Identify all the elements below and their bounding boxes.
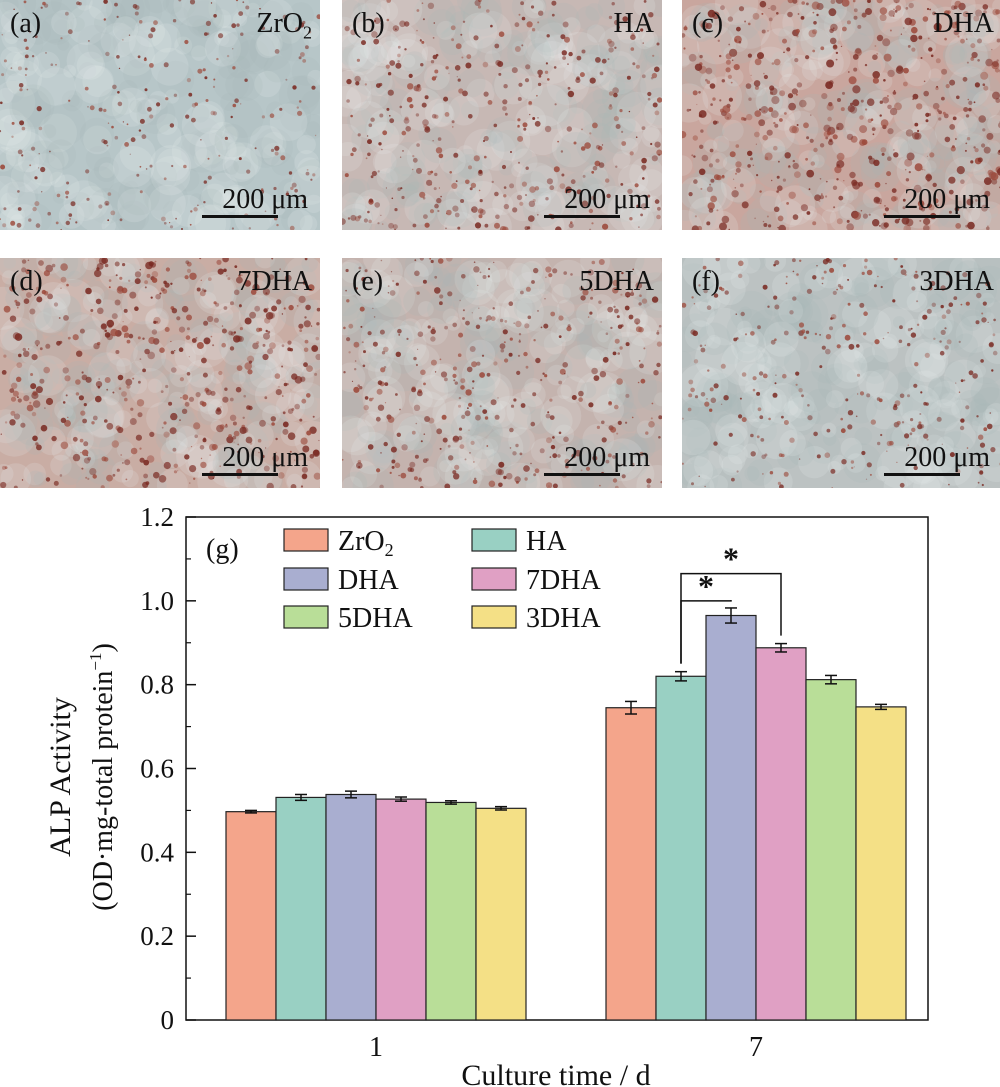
alp-activity-bar-chart: 0 0.2 0.4 0.6 0.8 1.0 1.2 1 7 ** ZrO2 HA DHA 7DHA 5D… bbox=[44, 502, 929, 1087]
panel-label-g: (g) bbox=[206, 534, 239, 565]
scale-bar-label: 200 μm bbox=[222, 184, 308, 215]
significance-bracket bbox=[680, 572, 782, 664]
bar bbox=[425, 801, 477, 1021]
y-tick-label: 0.6 bbox=[140, 754, 174, 784]
micrograph-label: (d) bbox=[10, 266, 43, 297]
legend-label: HA bbox=[526, 526, 567, 557]
y-axis-label-line1: ALP Activity bbox=[44, 697, 77, 857]
micrograph-sample-name: 5DHA bbox=[579, 266, 654, 297]
scale-bar-label: 200 μm bbox=[904, 442, 990, 473]
legend-label: 5DHA bbox=[338, 603, 413, 634]
legend-swatch bbox=[471, 605, 517, 629]
micrograph-label: (a) bbox=[10, 8, 42, 39]
scale-bar-label: 200 μm bbox=[564, 184, 650, 215]
stain-texture bbox=[342, 258, 662, 488]
legend-label-subscript: 2 bbox=[385, 540, 394, 560]
scale-bar-label: 200 μm bbox=[904, 184, 990, 215]
micrograph-panel: (b) HA 200 μm bbox=[342, 0, 662, 230]
micrograph-panel: (e) 5DHA 200 μm bbox=[342, 258, 662, 488]
bar bbox=[705, 614, 757, 1021]
micrograph-sample-name: HA bbox=[613, 8, 654, 39]
micrograph-sample-name: 7DHA bbox=[237, 266, 312, 297]
scale-bar bbox=[202, 473, 278, 476]
y-tick-label: 0 bbox=[161, 1005, 175, 1035]
bar bbox=[605, 707, 657, 1021]
stain-texture bbox=[0, 0, 320, 230]
x-tick-label: 1 bbox=[369, 1032, 383, 1063]
legend-label: 7DHA bbox=[526, 565, 601, 596]
x-tick-label: 7 bbox=[749, 1032, 763, 1063]
micrograph-panel: (d) 7DHA 200 μm bbox=[0, 258, 320, 488]
scale-bar bbox=[884, 215, 960, 218]
legend-label: ZrO2 bbox=[338, 526, 394, 560]
bar bbox=[755, 647, 807, 1021]
legend-label: 3DHA bbox=[526, 603, 601, 634]
stain-texture bbox=[682, 258, 1000, 488]
scale-bar bbox=[544, 215, 620, 218]
scale-bar-label: 200 μm bbox=[222, 442, 308, 473]
bar bbox=[225, 811, 277, 1021]
stain-texture bbox=[682, 0, 1000, 230]
legend-swatch bbox=[283, 605, 329, 629]
micrograph-sample-name: 3DHA bbox=[919, 266, 994, 297]
micrograph-panel: (c) DHA 200 μm bbox=[682, 0, 1000, 230]
micrograph-panel: (a) ZrO2 200 μm bbox=[0, 0, 320, 230]
micrograph-panel: (f) 3DHA 200 μm bbox=[682, 258, 1000, 488]
legend-swatch bbox=[471, 567, 517, 591]
bar bbox=[325, 793, 377, 1021]
stain-texture bbox=[342, 0, 662, 230]
scale-bar bbox=[884, 473, 960, 476]
micrograph-label: (f) bbox=[692, 266, 720, 297]
micrograph-label: (b) bbox=[352, 8, 385, 39]
micrograph-label: (e) bbox=[352, 266, 384, 297]
bar bbox=[655, 675, 707, 1021]
micrograph-sample-name: DHA bbox=[933, 8, 994, 39]
scale-bar bbox=[544, 473, 620, 476]
micrograph-sample-name: ZrO2 bbox=[256, 8, 312, 43]
y-axis-label-superscript: −1 bbox=[86, 652, 105, 670]
scale-bar bbox=[202, 215, 278, 218]
bar bbox=[805, 679, 857, 1021]
bar bbox=[275, 796, 327, 1021]
y-axis-label-line2: (OD·mg-total protein−1) bbox=[86, 643, 119, 911]
bar bbox=[475, 807, 527, 1021]
significance-star: * bbox=[723, 541, 739, 577]
stain-texture bbox=[0, 258, 320, 488]
legend-swatch bbox=[471, 528, 517, 552]
y-tick-label: 0.4 bbox=[140, 837, 174, 867]
bar bbox=[855, 706, 907, 1021]
y-tick-label: 0.2 bbox=[140, 921, 174, 951]
y-tick-label: 1.0 bbox=[140, 586, 174, 616]
y-tick-label: 1.2 bbox=[140, 502, 174, 532]
legend-swatch bbox=[283, 528, 329, 552]
y-tick-label: 0.8 bbox=[140, 670, 174, 700]
scale-bar-label: 200 μm bbox=[564, 442, 650, 473]
legend-swatch bbox=[283, 567, 329, 591]
x-axis-label: Culture time / d bbox=[461, 1059, 650, 1087]
significance-star: * bbox=[698, 568, 714, 604]
bar bbox=[375, 798, 427, 1021]
legend-label: DHA bbox=[338, 565, 399, 596]
micrograph-label: (c) bbox=[692, 8, 724, 39]
